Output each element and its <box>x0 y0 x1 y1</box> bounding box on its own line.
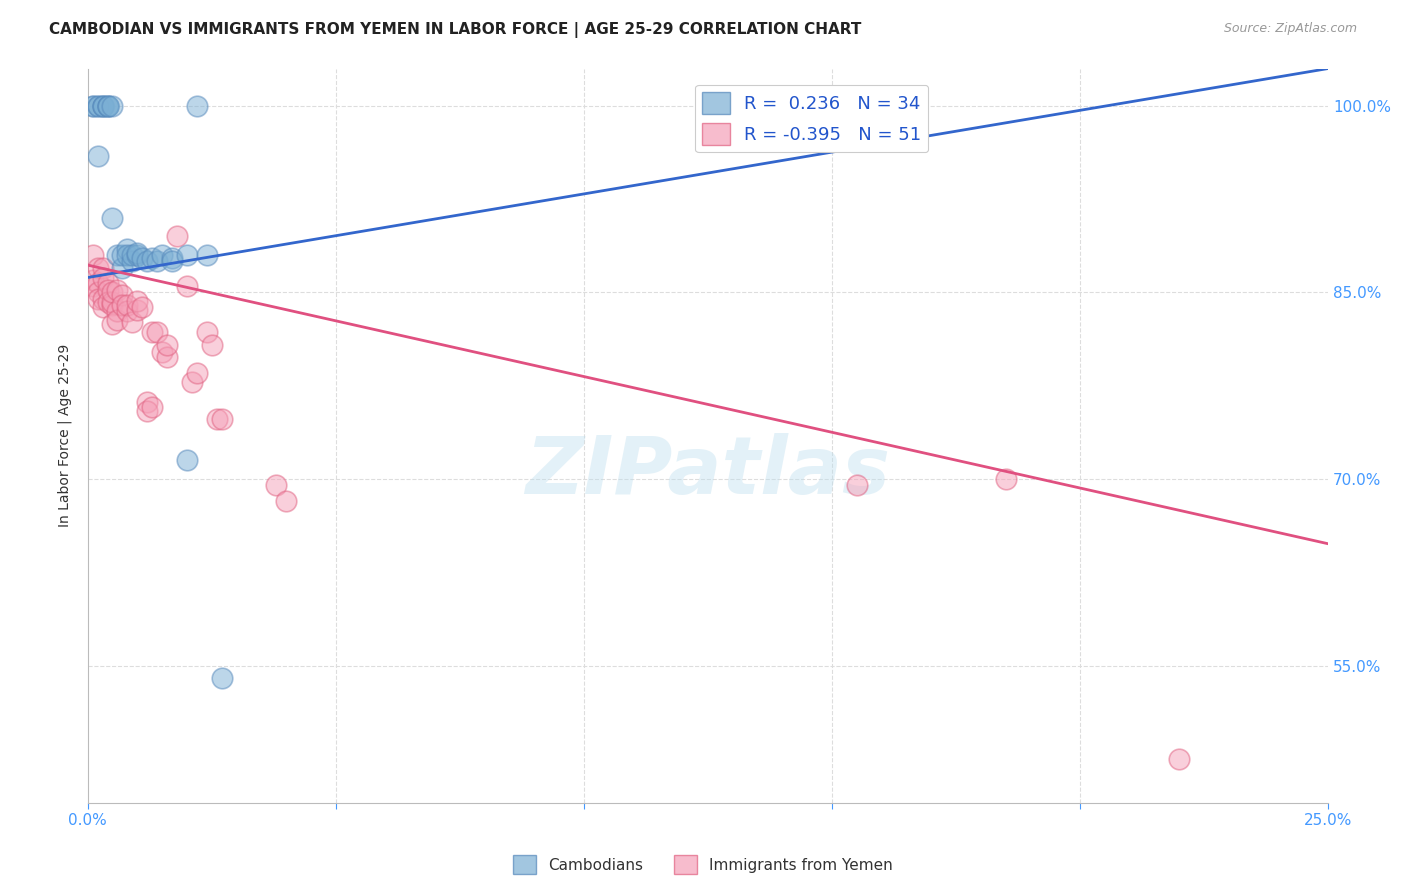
Point <box>117 298 139 312</box>
Point <box>205 412 228 426</box>
Point <box>121 248 143 262</box>
Point <box>101 211 124 225</box>
Point <box>107 248 129 262</box>
Point <box>117 304 139 318</box>
Point <box>86 285 108 300</box>
Point <box>86 148 108 162</box>
Legend: Cambodians, Immigrants from Yemen: Cambodians, Immigrants from Yemen <box>508 849 898 880</box>
Point <box>146 325 169 339</box>
Point <box>82 273 104 287</box>
Point <box>141 400 163 414</box>
Point <box>121 254 143 268</box>
Point <box>111 260 134 275</box>
Point <box>96 99 118 113</box>
Point <box>156 350 179 364</box>
Point <box>96 276 118 290</box>
Point <box>186 367 208 381</box>
Y-axis label: In Labor Force | Age 25-29: In Labor Force | Age 25-29 <box>58 344 72 527</box>
Point <box>91 260 114 275</box>
Point <box>86 99 108 113</box>
Point <box>101 285 124 300</box>
Point <box>107 283 129 297</box>
Point <box>96 99 118 113</box>
Point <box>82 248 104 262</box>
Legend: R =  0.236   N = 34, R = -0.395   N = 51: R = 0.236 N = 34, R = -0.395 N = 51 <box>695 85 928 153</box>
Point <box>845 478 868 492</box>
Point <box>107 304 129 318</box>
Point <box>86 99 108 113</box>
Point <box>180 375 202 389</box>
Point <box>136 254 159 268</box>
Point <box>91 292 114 306</box>
Point <box>994 472 1017 486</box>
Point <box>86 260 108 275</box>
Point <box>166 229 188 244</box>
Point <box>131 251 153 265</box>
Point <box>82 99 104 113</box>
Point <box>101 295 124 310</box>
Point <box>111 248 134 262</box>
Point <box>127 245 149 260</box>
Point <box>136 403 159 417</box>
Text: Source: ZipAtlas.com: Source: ZipAtlas.com <box>1223 22 1357 36</box>
Point <box>160 254 183 268</box>
Point <box>111 288 134 302</box>
Point <box>86 292 108 306</box>
Point <box>91 301 114 315</box>
Point <box>156 337 179 351</box>
Point <box>91 270 114 285</box>
Point <box>91 99 114 113</box>
Point <box>131 301 153 315</box>
Point <box>101 317 124 331</box>
Point <box>150 345 173 359</box>
Point <box>127 294 149 309</box>
Point <box>121 315 143 329</box>
Point <box>150 248 173 262</box>
Point <box>127 302 149 317</box>
Point <box>82 99 104 113</box>
Point <box>1168 752 1191 766</box>
Point <box>211 412 233 426</box>
Point <box>136 395 159 409</box>
Point <box>201 337 224 351</box>
Point <box>141 325 163 339</box>
Point <box>141 251 163 265</box>
Point <box>176 248 198 262</box>
Point <box>101 99 124 113</box>
Point <box>107 313 129 327</box>
Point <box>117 242 139 256</box>
Point <box>82 279 104 293</box>
Point <box>146 254 169 268</box>
Point <box>186 99 208 113</box>
Point <box>96 283 118 297</box>
Point <box>101 298 124 312</box>
Point <box>111 298 134 312</box>
Point <box>160 251 183 265</box>
Text: ZIPatlas: ZIPatlas <box>526 434 890 511</box>
Text: CAMBODIAN VS IMMIGRANTS FROM YEMEN IN LABOR FORCE | AGE 25-29 CORRELATION CHART: CAMBODIAN VS IMMIGRANTS FROM YEMEN IN LA… <box>49 22 862 38</box>
Point <box>176 453 198 467</box>
Point <box>91 99 114 113</box>
Point <box>91 99 114 113</box>
Point <box>86 276 108 290</box>
Point <box>176 279 198 293</box>
Point <box>127 248 149 262</box>
Point <box>195 325 218 339</box>
Point <box>195 248 218 262</box>
Point <box>96 99 118 113</box>
Point <box>264 478 287 492</box>
Point <box>117 248 139 262</box>
Point <box>276 494 298 508</box>
Point <box>96 295 118 310</box>
Point <box>211 671 233 685</box>
